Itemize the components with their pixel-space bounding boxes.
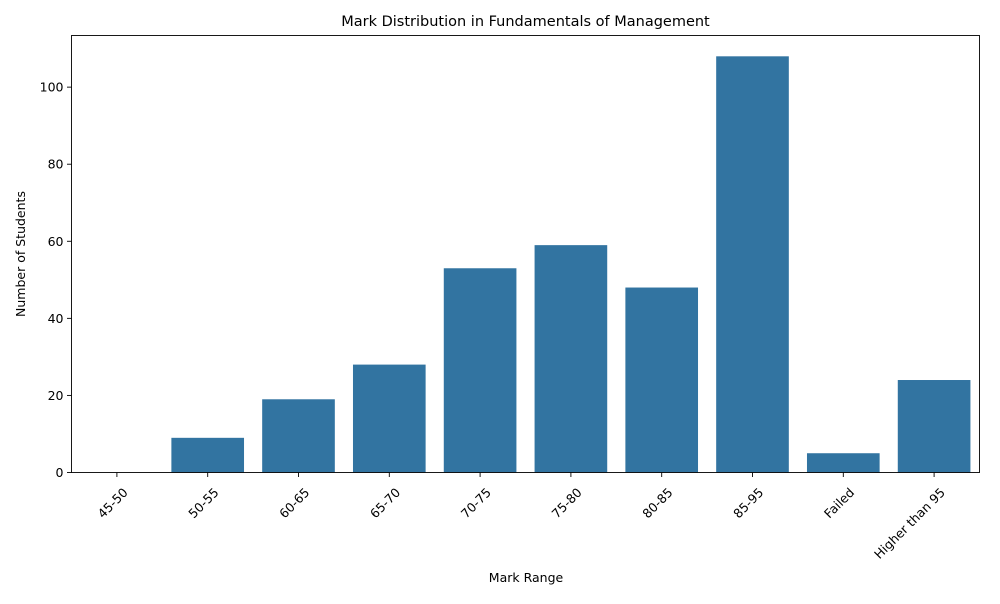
y-tick-label: 40 (48, 311, 64, 326)
bar-85-95 (716, 56, 789, 473)
x-axis-label: Mark Range (489, 570, 564, 585)
bar-50-55 (171, 437, 245, 473)
y-tick-label: 80 (48, 157, 64, 172)
y-axis-ticks: 0 20 40 60 80 100 (40, 80, 72, 480)
plot-frame (71, 35, 980, 473)
bar-60-65 (262, 399, 335, 473)
bar-higher-than-95 (897, 380, 971, 473)
chart-title: Mark Distribution in Fundamentals of Man… (341, 14, 710, 30)
y-tick-label: 0 (56, 465, 64, 480)
bar-80-85 (625, 287, 699, 473)
y-tick-label: 100 (40, 80, 64, 95)
y-tick-label: 60 (48, 234, 64, 249)
y-axis-label: Number of Students (13, 191, 28, 317)
bar-65-70 (352, 364, 426, 473)
bar-75-80 (534, 245, 608, 473)
bar-failed (806, 453, 880, 473)
bar-70-75 (443, 268, 517, 473)
bars-group (171, 56, 971, 473)
y-tick-label: 20 (48, 388, 64, 403)
